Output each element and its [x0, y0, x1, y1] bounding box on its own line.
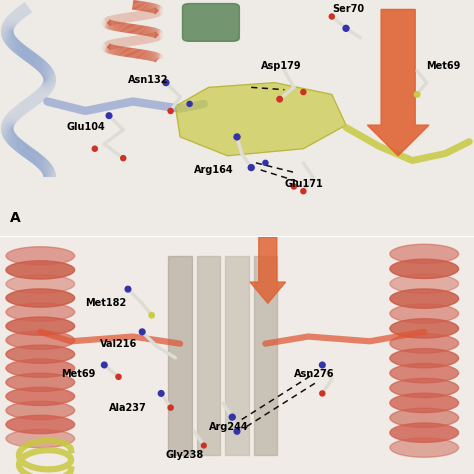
Ellipse shape	[6, 415, 75, 434]
Point	[138, 328, 146, 336]
Point	[115, 373, 122, 381]
Text: Glu171: Glu171	[284, 179, 323, 189]
Ellipse shape	[6, 289, 75, 307]
Text: Ser70: Ser70	[332, 4, 364, 14]
Bar	[254, 256, 277, 455]
Point	[276, 95, 283, 103]
Text: Val216: Val216	[100, 338, 137, 349]
Ellipse shape	[390, 364, 459, 383]
Text: Ala237: Ala237	[109, 402, 147, 413]
Point	[233, 133, 241, 141]
Text: Met69: Met69	[62, 369, 96, 380]
Point	[167, 107, 174, 115]
Ellipse shape	[390, 408, 459, 428]
Point	[319, 361, 326, 369]
Ellipse shape	[390, 244, 459, 264]
Polygon shape	[175, 82, 346, 156]
Point	[100, 361, 108, 369]
Point	[105, 112, 113, 119]
Text: Asn132: Asn132	[128, 75, 168, 85]
Point	[300, 88, 307, 96]
Ellipse shape	[6, 247, 75, 265]
Text: A: A	[9, 211, 20, 225]
Ellipse shape	[6, 429, 75, 447]
Text: Glu104: Glu104	[66, 122, 105, 132]
Ellipse shape	[390, 423, 459, 442]
Ellipse shape	[6, 331, 75, 349]
Ellipse shape	[390, 378, 459, 398]
Ellipse shape	[6, 373, 75, 392]
Ellipse shape	[390, 393, 459, 412]
Bar	[197, 256, 220, 455]
Point	[342, 25, 350, 32]
Ellipse shape	[390, 334, 459, 353]
Ellipse shape	[6, 345, 75, 364]
Ellipse shape	[390, 319, 459, 338]
Ellipse shape	[390, 438, 459, 457]
Point	[119, 155, 127, 162]
FancyArrow shape	[367, 9, 429, 156]
Bar	[168, 256, 192, 455]
Point	[167, 404, 174, 411]
Text: Met69: Met69	[427, 61, 461, 71]
Text: Arg244: Arg244	[209, 421, 248, 432]
Point	[328, 13, 336, 20]
FancyBboxPatch shape	[182, 3, 239, 41]
Ellipse shape	[6, 317, 75, 335]
Ellipse shape	[390, 274, 459, 293]
Text: Gly238: Gly238	[166, 450, 204, 460]
Ellipse shape	[390, 348, 459, 368]
Point	[91, 145, 99, 153]
Point	[300, 187, 307, 195]
Ellipse shape	[6, 303, 75, 321]
Ellipse shape	[6, 387, 75, 406]
Text: Arg164: Arg164	[194, 165, 234, 175]
Text: Met182: Met182	[85, 298, 127, 309]
Point	[319, 390, 326, 397]
Point	[290, 182, 298, 190]
Ellipse shape	[6, 275, 75, 293]
Point	[186, 100, 193, 108]
Point	[162, 79, 170, 86]
Point	[124, 285, 132, 293]
Point	[233, 428, 241, 435]
Point	[200, 442, 208, 449]
Point	[157, 390, 165, 397]
Text: Asp179: Asp179	[261, 61, 301, 71]
Bar	[225, 256, 249, 455]
Ellipse shape	[6, 359, 75, 377]
Ellipse shape	[6, 261, 75, 279]
FancyArrow shape	[250, 237, 285, 303]
Text: Asn276: Asn276	[294, 369, 334, 380]
Point	[148, 311, 155, 319]
Point	[247, 164, 255, 172]
Ellipse shape	[6, 401, 75, 419]
Point	[228, 413, 236, 421]
Ellipse shape	[390, 289, 459, 308]
Ellipse shape	[390, 304, 459, 323]
Ellipse shape	[390, 259, 459, 279]
Point	[262, 159, 269, 167]
Point	[413, 91, 421, 98]
